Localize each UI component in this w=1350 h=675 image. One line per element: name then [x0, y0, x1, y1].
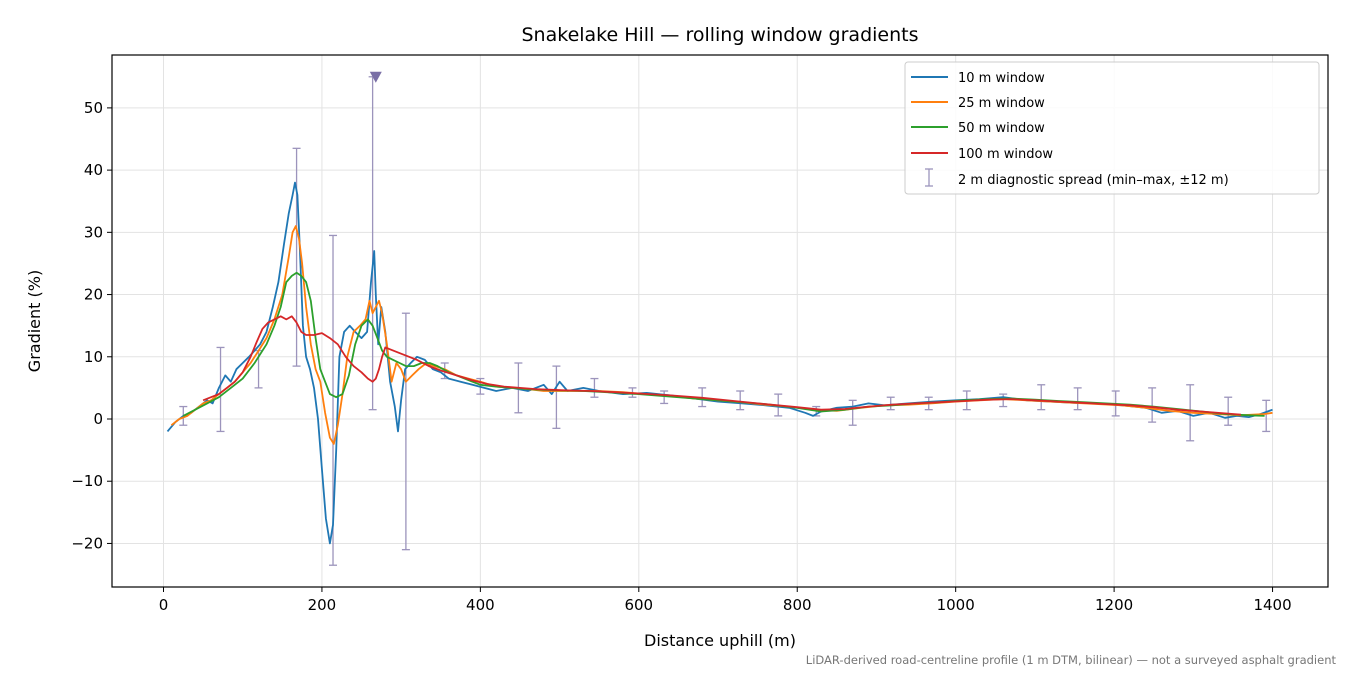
y-tick-label: 20	[84, 286, 103, 304]
chart-title: Snakelake Hill — rolling window gradient…	[522, 24, 919, 46]
x-tick-label: 400	[466, 596, 495, 614]
x-tick-label: 1400	[1253, 596, 1291, 614]
errorbar	[999, 393, 1008, 408]
legend-swatch-errorbar	[925, 168, 933, 187]
x-tick-label: 1200	[1095, 596, 1133, 614]
y-tick-label: 40	[84, 161, 103, 179]
errorbar	[1037, 384, 1046, 411]
errorbar	[216, 346, 225, 433]
errorbar	[1262, 399, 1271, 433]
y-axis-title: Gradient (%)	[25, 270, 44, 372]
clipped-value-marker	[369, 71, 382, 83]
legend-label-errorbar: 2 m diagnostic spread (min–max, ±12 m)	[958, 173, 1229, 188]
x-tick-label: 1000	[937, 596, 975, 614]
errorbar	[1073, 387, 1082, 411]
errorbar	[1224, 396, 1233, 426]
plot-content	[166, 71, 1273, 566]
x-axis-title: Distance uphill (m)	[644, 631, 796, 650]
errorbar	[886, 396, 895, 411]
y-tick-label: 30	[84, 223, 103, 241]
x-tick-label: 200	[308, 596, 337, 614]
legend-label-25m: 25 m window	[958, 96, 1045, 111]
legend: 10 m window 25 m window 50 m window 100 …	[904, 61, 1320, 195]
errorbar	[590, 377, 599, 398]
legend-label-50m: 50 m window	[958, 121, 1045, 136]
y-tick-label: 0	[93, 410, 103, 428]
series-100m-window	[202, 315, 1241, 416]
errorbar	[660, 390, 669, 405]
series-lines	[166, 181, 1273, 545]
errorbar	[736, 390, 745, 411]
legend-box	[904, 61, 1320, 195]
errorbar	[552, 365, 561, 429]
errorbar	[401, 312, 410, 551]
footnote: LiDAR-derived road-centreline profile (1…	[806, 653, 1337, 667]
y-tick-label: 10	[84, 348, 103, 366]
marker-layer	[369, 71, 382, 83]
x-tick-label: 0	[159, 596, 169, 614]
y-axis-ticks: −20 −10 0 10 20 30 40 50	[71, 99, 112, 552]
x-tick-label: 800	[783, 596, 812, 614]
x-tick-label: 600	[624, 596, 653, 614]
plot-frame	[111, 54, 1329, 588]
y-tick-label: −10	[71, 472, 103, 490]
legend-label-10m: 10 m window	[958, 71, 1045, 86]
errorbar	[1148, 387, 1157, 423]
errorbar	[848, 399, 857, 426]
errorbar	[292, 147, 301, 367]
y-tick-label: 50	[84, 99, 103, 117]
x-axis-ticks: 0 200 400 600 800 1000 1200 1400	[159, 587, 1292, 614]
errorbars	[179, 76, 1271, 566]
legend-label-100m: 100 m window	[958, 147, 1053, 162]
y-tick-label: −20	[71, 534, 103, 552]
